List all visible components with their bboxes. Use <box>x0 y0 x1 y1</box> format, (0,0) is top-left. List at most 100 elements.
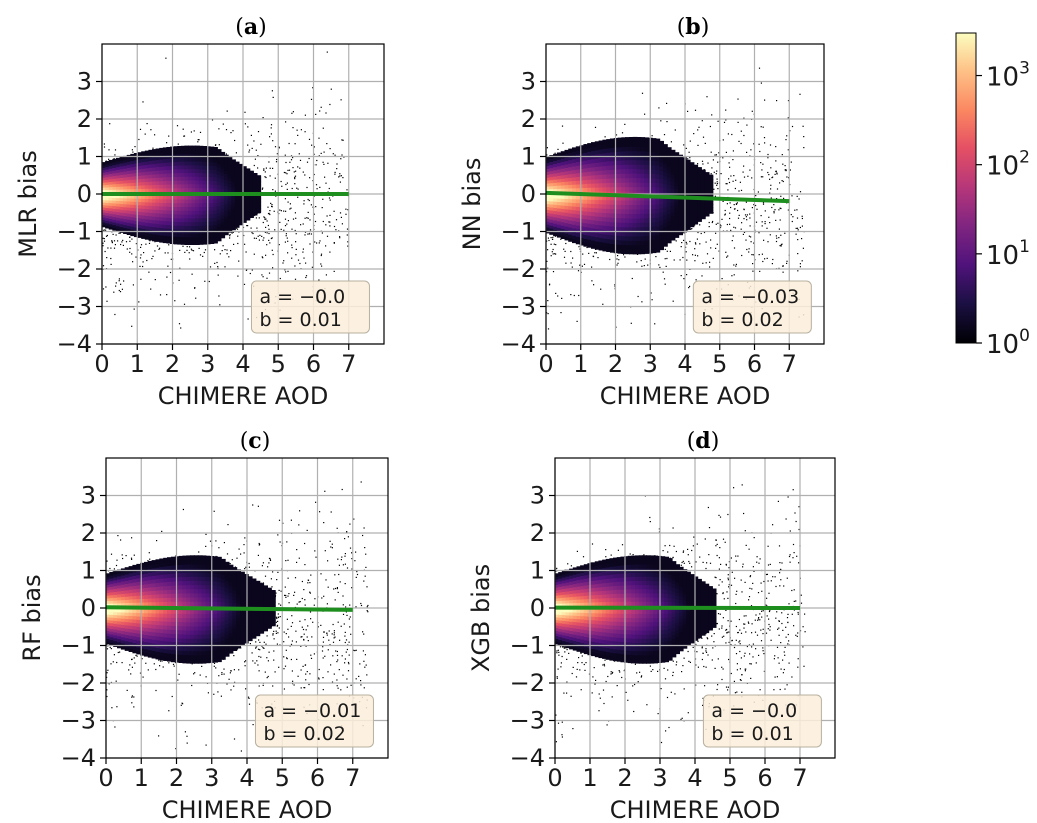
x-axis-label: CHIMERE AOD <box>600 382 771 410</box>
stat-b: b = 0.01 <box>259 309 341 331</box>
density-field <box>102 51 349 329</box>
y-tick-label: 2 <box>77 105 92 133</box>
x-tick-label: 1 <box>573 350 588 378</box>
y-tick-label: 2 <box>81 519 96 547</box>
y-tick-label: 3 <box>521 68 536 96</box>
x-axis-label: CHIMERE AOD <box>610 796 781 823</box>
y-axis-label: XGB bias <box>467 564 495 672</box>
colorbar-tick-label: 103 <box>986 59 1030 93</box>
x-tick-label: 3 <box>204 764 219 792</box>
colorbar: 100 101 102 103 <box>955 32 1030 360</box>
panel-title: (d) <box>687 428 720 454</box>
y-tick-label: 1 <box>81 557 96 585</box>
x-tick-label: 5 <box>722 764 737 792</box>
stats-box <box>692 280 812 334</box>
stat-a: a = −0.0 <box>259 286 345 308</box>
y-tick-label: 2 <box>521 105 536 133</box>
y-tick-label: −1 <box>501 218 536 246</box>
x-tick-label: 4 <box>677 350 692 378</box>
x-tick-label: 5 <box>271 350 286 378</box>
y-tick-label: 1 <box>77 143 92 171</box>
stat-b: b = 0.02 <box>701 309 783 331</box>
y-tick-label: 3 <box>81 482 96 510</box>
y-tick-label: −4 <box>501 330 536 358</box>
colorbar-tick-label: 102 <box>986 148 1030 182</box>
x-tick-label: 3 <box>643 350 658 378</box>
y-tick-label: 2 <box>530 519 545 547</box>
y-tick-label: −3 <box>501 293 536 321</box>
y-tick-label: 0 <box>81 594 96 622</box>
panel-title: (c) <box>240 428 271 454</box>
stat-a: a = −0.0 <box>711 700 797 722</box>
stats-box <box>254 694 374 748</box>
x-tick-label: 6 <box>757 764 772 792</box>
fit-line <box>105 605 353 612</box>
y-axis-label: RF bias <box>18 574 46 661</box>
panel-title: (a) <box>235 14 266 40</box>
y-tick-label: 1 <box>521 143 536 171</box>
y-tick-label: −2 <box>510 669 545 697</box>
x-tick-label: 4 <box>239 764 254 792</box>
y-axis-label: MLR bias <box>14 150 42 258</box>
stat-a: a = −0.03 <box>701 286 799 308</box>
x-tick-label: 7 <box>341 350 356 378</box>
x-tick-label: 6 <box>306 350 321 378</box>
y-tick-label: 0 <box>77 180 92 208</box>
y-tick-label: −3 <box>510 707 545 735</box>
x-tick-label: 7 <box>792 764 807 792</box>
x-tick-label: 0 <box>538 350 553 378</box>
x-axis-label: CHIMERE AOD <box>162 796 333 823</box>
x-tick-label: 3 <box>652 764 667 792</box>
stat-b: b = 0.01 <box>711 723 793 745</box>
y-tick-label: −2 <box>501 255 536 283</box>
stat-b: b = 0.02 <box>263 723 345 745</box>
y-axis-label: NN bias <box>458 158 486 251</box>
x-tick-label: 4 <box>687 764 702 792</box>
x-tick-label: 2 <box>165 350 180 378</box>
y-tick-label: 0 <box>530 594 545 622</box>
x-tick-label: 0 <box>547 764 562 792</box>
colorbar-gradient <box>955 32 977 344</box>
y-tick-label: −2 <box>57 255 92 283</box>
x-tick-label: 2 <box>169 764 184 792</box>
x-tick-label: 5 <box>712 350 727 378</box>
x-tick-label: 3 <box>200 350 215 378</box>
stats-box <box>702 694 822 748</box>
x-axis-label: CHIMERE AOD <box>158 382 329 410</box>
x-tick-label: 7 <box>782 350 797 378</box>
colorbar-tick-label: 100 <box>986 326 1030 360</box>
stats-box <box>250 280 370 334</box>
x-tick-label: 4 <box>235 350 250 378</box>
x-tick-label: 0 <box>98 764 113 792</box>
y-tick-label: 0 <box>521 180 536 208</box>
x-tick-label: 5 <box>275 764 290 792</box>
y-tick-label: 3 <box>77 68 92 96</box>
x-tick-label: 1 <box>130 350 145 378</box>
x-tick-label: 0 <box>94 350 109 378</box>
y-tick-label: −3 <box>57 293 92 321</box>
x-tick-label: 1 <box>134 764 149 792</box>
stat-a: a = −0.01 <box>263 700 361 722</box>
x-tick-label: 6 <box>310 764 325 792</box>
x-tick-label: 2 <box>608 350 623 378</box>
y-tick-label: −2 <box>61 669 96 697</box>
x-tick-label: 1 <box>582 764 597 792</box>
y-tick-label: −4 <box>510 744 545 772</box>
x-tick-label: 2 <box>617 764 632 792</box>
x-tick-label: 6 <box>747 350 762 378</box>
colorbar-tick-label: 101 <box>986 237 1030 271</box>
x-tick-label: 7 <box>345 764 360 792</box>
fit-line <box>545 190 790 204</box>
y-tick-label: −1 <box>57 218 92 246</box>
y-tick-label: −1 <box>61 632 96 660</box>
y-tick-label: −4 <box>61 744 96 772</box>
y-tick-label: −1 <box>510 632 545 660</box>
y-tick-label: −3 <box>61 707 96 735</box>
y-tick-label: 1 <box>530 557 545 585</box>
